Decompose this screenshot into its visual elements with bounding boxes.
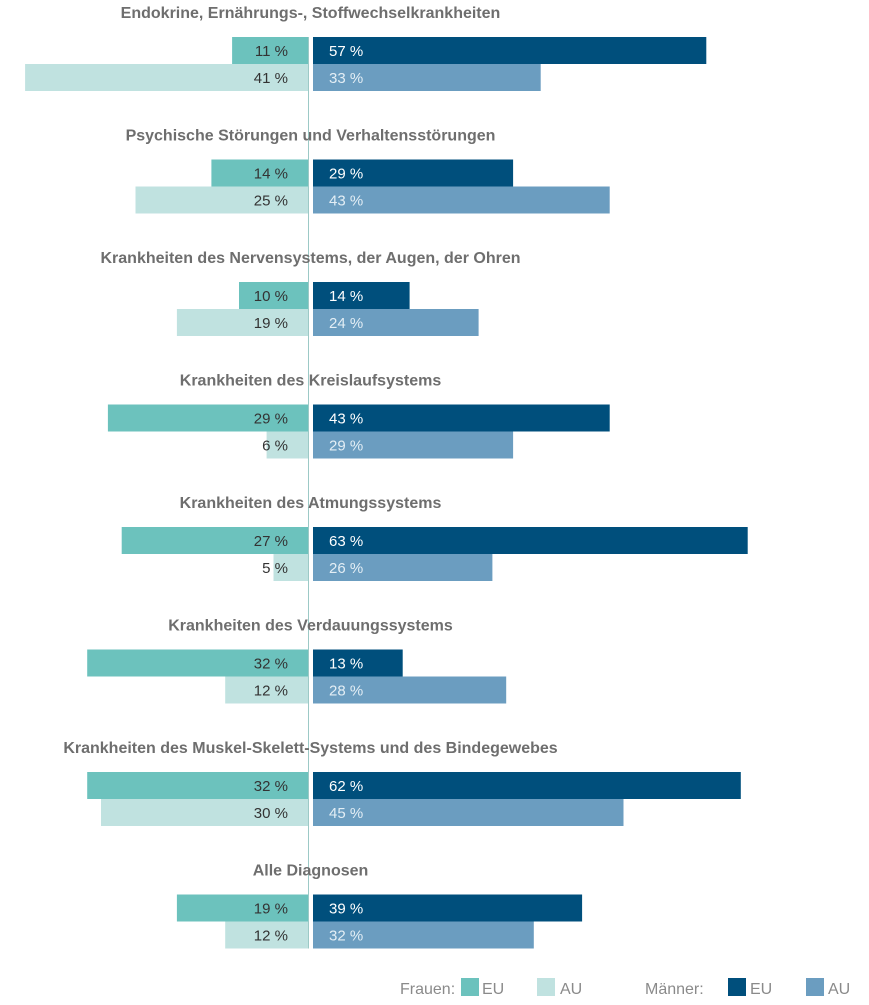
bar-frauen-eu — [232, 37, 308, 64]
category-title: Psychische Störungen und Verhaltensstöru… — [126, 128, 496, 145]
bar-frauen-eu — [87, 772, 308, 799]
category-group: Krankheiten des Atmungssystems 27 % 63 % 5 … — [121, 495, 748, 581]
bar-maenner-au — [313, 676, 507, 704]
data-label-frauen-eu: 14 % — [254, 166, 288, 183]
legend-frauen-label: Frauen: — [400, 981, 455, 998]
bar-maenner-eu — [313, 159, 514, 187]
bar-maenner-au — [313, 186, 610, 214]
category-group: Psychische Störungen und Verhaltensstöru… — [126, 128, 610, 214]
category-group: Krankheiten des Nervensystems, der Augen… — [101, 250, 521, 336]
data-label-frauen-au: 5 % — [262, 560, 288, 577]
data-label-maenner-eu: 57 % — [329, 43, 363, 60]
category-title: Krankheiten des Muskel-Skelett-Systems u… — [63, 740, 557, 757]
category-group: Alle Diagnosen 19 % 39 % 12 % 32 % — [176, 863, 583, 949]
category-title: Alle Diagnosen — [253, 863, 369, 880]
legend-frauen-au-label: AU — [560, 981, 582, 998]
bar-frauen-eu — [211, 159, 308, 187]
bar-maenner-au — [313, 309, 479, 336]
data-label-maenner-eu: 39 % — [329, 901, 363, 918]
bar-maenner-au — [313, 431, 514, 459]
data-label-frauen-au: 6 % — [262, 438, 288, 455]
bar-maenner-eu — [313, 404, 610, 432]
bar-maenner-eu — [313, 527, 748, 554]
data-label-maenner-au: 32 % — [329, 928, 363, 945]
data-label-maenner-au: 24 % — [329, 315, 363, 332]
data-label-frauen-eu: 19 % — [254, 901, 288, 918]
data-label-frauen-eu: 32 % — [254, 656, 288, 673]
data-label-maenner-au: 45 % — [329, 805, 363, 822]
data-label-frauen-au: 25 % — [254, 193, 288, 210]
data-label-frauen-au: 12 % — [254, 928, 288, 945]
legend-swatch-frauen-au — [537, 978, 555, 996]
data-label-frauen-au: 41 % — [254, 70, 288, 87]
data-label-maenner-eu: 13 % — [329, 656, 363, 673]
bar-frauen-au — [273, 554, 308, 581]
data-label-maenner-eu: 62 % — [329, 778, 363, 795]
data-label-maenner-eu: 14 % — [329, 288, 363, 305]
data-label-maenner-au: 43 % — [329, 193, 363, 210]
data-label-maenner-au: 26 % — [329, 560, 363, 577]
category-title: Endokrine, Ernährungs-, Stoffwechselkran… — [121, 5, 501, 22]
bar-frauen-eu — [176, 894, 308, 922]
legend-maenner-au-label: AU — [828, 981, 850, 998]
legend-swatch-maenner-au — [806, 978, 824, 996]
data-label-maenner-au: 33 % — [329, 70, 363, 87]
bar-frauen-au — [101, 799, 308, 826]
legend: Frauen: EU AU Männer: EU AU — [400, 978, 850, 998]
bar-maenner-eu — [313, 894, 583, 922]
category-group: Endokrine, Ernährungs-, Stoffwechselkran… — [25, 5, 707, 91]
legend-swatch-frauen-eu — [461, 978, 479, 996]
bar-maenner-eu — [313, 282, 410, 309]
bar-frauen-eu — [239, 282, 308, 309]
bar-frauen-eu — [87, 649, 308, 677]
bar-frauen-eu — [107, 404, 309, 432]
bar-frauen-au — [266, 431, 308, 459]
bar-frauen-eu — [121, 527, 308, 554]
bar-maenner-eu — [313, 37, 707, 64]
bar-maenner-au — [313, 64, 541, 91]
data-label-frauen-au: 30 % — [254, 805, 288, 822]
bar-frauen-au — [135, 186, 308, 214]
category-title: Krankheiten des Verdauungssystems — [168, 618, 453, 635]
legend-frauen-eu-label: EU — [482, 981, 504, 998]
bar-maenner-eu — [313, 649, 403, 677]
bar-frauen-au — [25, 64, 308, 91]
bar-maenner-au — [313, 921, 534, 949]
bar-maenner-au — [313, 554, 493, 581]
category-group: Krankheiten des Verdauungssystems 32 % 13 … — [87, 618, 507, 704]
bar-maenner-eu — [313, 772, 741, 799]
data-label-frauen-au: 12 % — [254, 683, 288, 700]
category-group: Krankheiten des Muskel-Skelett-Systems u… — [63, 740, 741, 826]
bar-frauen-au — [225, 921, 308, 949]
bar-maenner-au — [313, 799, 624, 826]
data-label-frauen-eu: 10 % — [254, 288, 288, 305]
legend-maenner-eu-label: EU — [750, 981, 772, 998]
data-label-maenner-au: 29 % — [329, 438, 363, 455]
data-label-frauen-eu: 11 % — [255, 43, 288, 60]
bar-frauen-au — [225, 676, 308, 704]
data-label-maenner-eu: 63 % — [329, 533, 363, 550]
category-group: Krankheiten des Kreislaufsystems 29 % 43 %… — [107, 373, 610, 459]
legend-swatch-maenner-eu — [728, 978, 746, 996]
legend-maenner-label: Männer: — [645, 981, 704, 998]
data-label-frauen-au: 19 % — [254, 315, 288, 332]
data-label-frauen-eu: 27 % — [254, 533, 288, 550]
data-label-maenner-eu: 29 % — [329, 166, 363, 183]
bar-frauen-au — [176, 309, 308, 336]
data-label-maenner-au: 28 % — [329, 683, 363, 700]
category-title: Krankheiten des Atmungssystems — [180, 495, 442, 512]
data-label-frauen-eu: 29 % — [254, 411, 288, 428]
data-label-maenner-eu: 43 % — [329, 411, 363, 428]
category-title: Krankheiten des Nervensystems, der Augen… — [101, 250, 521, 267]
category-title: Krankheiten des Kreislaufsystems — [180, 373, 442, 390]
data-label-frauen-eu: 32 % — [254, 778, 288, 795]
